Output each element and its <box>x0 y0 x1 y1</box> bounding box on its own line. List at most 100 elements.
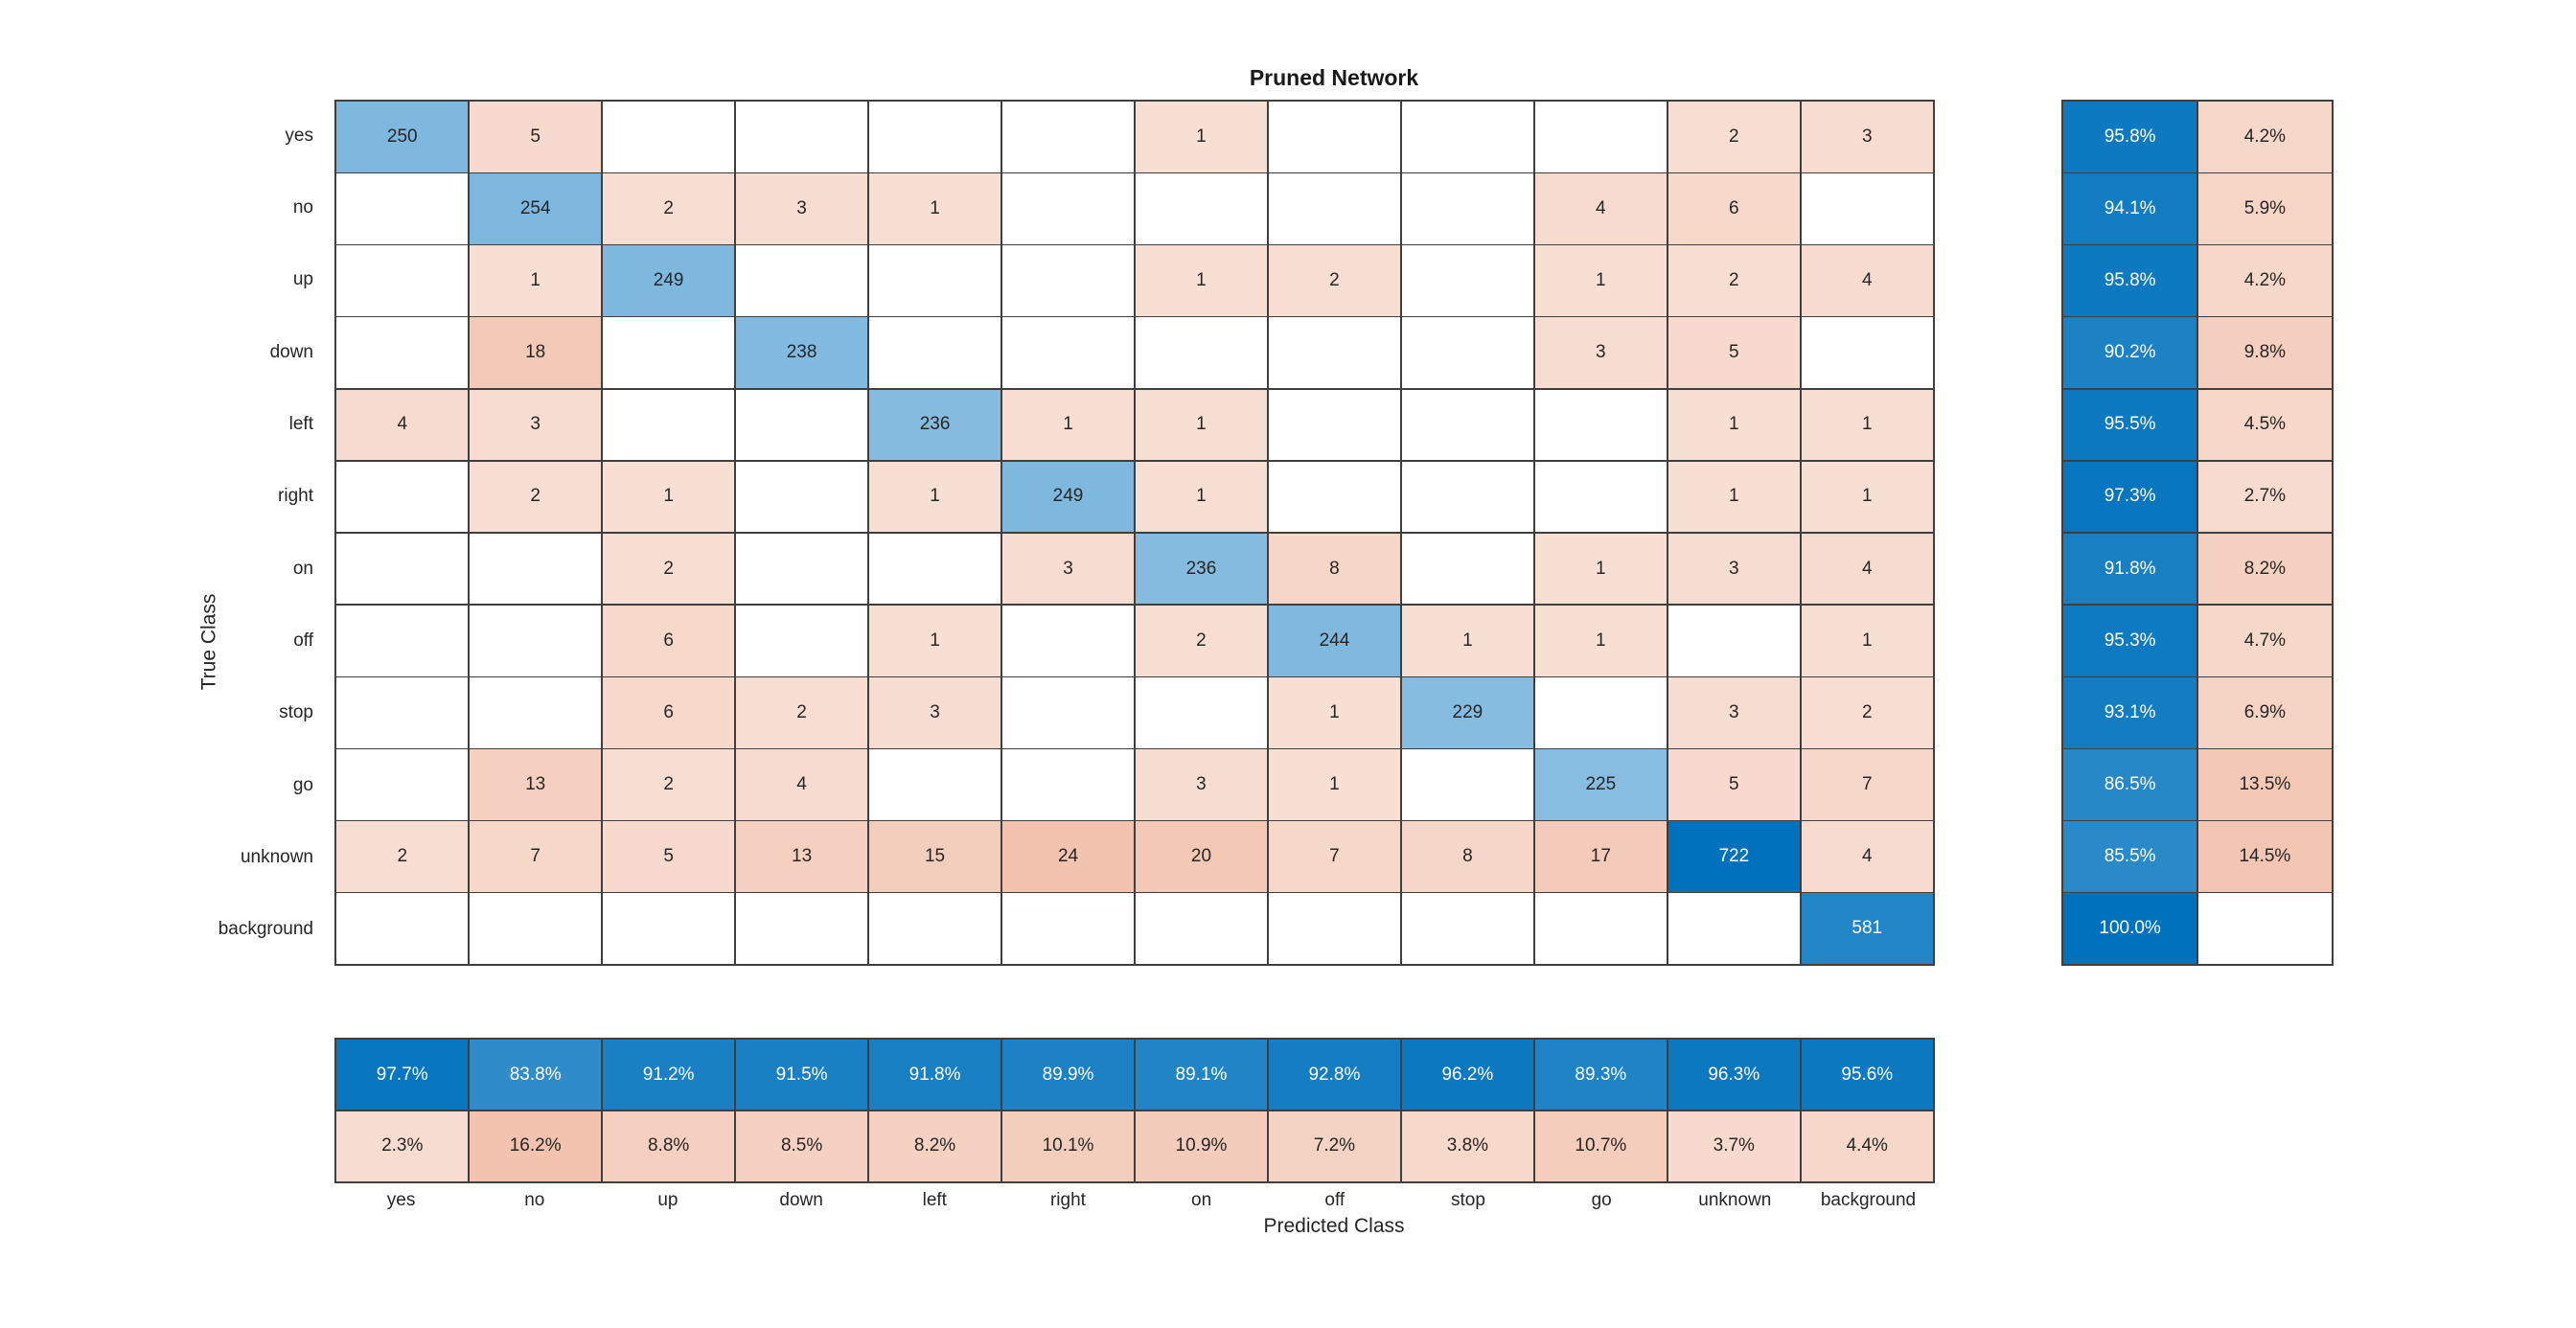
matrix-cell: 20 <box>1135 821 1268 892</box>
matrix-cell: 1 <box>1534 605 1668 676</box>
col-summary-correct-cell: 83.8% <box>469 1040 602 1110</box>
matrix-cell <box>735 389 868 461</box>
matrix-cell: 7 <box>1268 821 1401 892</box>
row-summary-incorrect-cell: 4.7% <box>2197 605 2332 676</box>
matrix-cell <box>469 533 602 605</box>
matrix-cell <box>1001 245 1135 316</box>
matrix-cell: 3 <box>1001 533 1135 605</box>
matrix-cell: 1 <box>1534 533 1668 605</box>
row-summary-correct-cell: 100.0% <box>2063 893 2197 964</box>
y-tick-label: no <box>292 196 313 218</box>
row-summary-correct-cell: 93.1% <box>2063 677 2197 748</box>
matrix-cell: 1 <box>1801 389 1933 461</box>
matrix-cell <box>868 533 1001 605</box>
matrix-cell <box>1534 102 1668 172</box>
matrix-cell <box>735 102 868 172</box>
matrix-cell <box>602 389 735 461</box>
col-summary-correct-cell: 97.7% <box>336 1040 469 1110</box>
matrix-cell <box>1401 245 1534 316</box>
matrix-cell <box>735 461 868 533</box>
matrix-cell: 1 <box>1801 461 1933 533</box>
matrix-cell <box>336 893 469 964</box>
y-tick-label: yes <box>285 125 313 146</box>
matrix-cell <box>1001 317 1135 388</box>
col-summary-incorrect-cell: 10.1% <box>1001 1110 1135 1181</box>
matrix-cell: 3 <box>1534 317 1668 388</box>
matrix-cell: 254 <box>469 173 602 244</box>
matrix-cell: 5 <box>602 821 735 892</box>
col-summary-incorrect-cell: 8.2% <box>868 1110 1001 1181</box>
matrix-cell <box>1401 461 1534 533</box>
matrix-cell <box>1268 461 1401 533</box>
col-summary-incorrect-cell: 3.8% <box>1401 1110 1534 1181</box>
matrix-cell <box>602 317 735 388</box>
matrix-cell: 1 <box>1268 677 1401 748</box>
row-summary-correct-cell: 85.5% <box>2063 821 2197 892</box>
x-tick-label: no <box>524 1190 545 1210</box>
matrix-cell <box>1001 102 1135 172</box>
x-tick-labels: yes no up down left right on off stop go unknown ba… <box>334 1190 1935 1215</box>
col-summary-correct-cell: 89.3% <box>1534 1040 1668 1110</box>
matrix-cell: 1 <box>868 173 1001 244</box>
matrix-cell: 2 <box>1668 245 1801 316</box>
matrix-cell: 1 <box>469 245 602 316</box>
matrix-cell: 238 <box>735 317 868 388</box>
matrix-cell <box>1268 389 1401 461</box>
x-tick-label: stop <box>1451 1190 1485 1210</box>
row-summary-incorrect-cell: 4.5% <box>2197 389 2332 461</box>
matrix-cell: 6 <box>1668 173 1801 244</box>
matrix-cell <box>1268 102 1401 172</box>
matrix-cell: 2 <box>469 461 602 533</box>
matrix-cell: 2 <box>1801 677 1933 748</box>
row-summary-incorrect-cell: 14.5% <box>2197 821 2332 892</box>
y-tick-label: on <box>292 558 313 579</box>
matrix-cell: 13 <box>469 749 602 820</box>
matrix-cell <box>735 605 868 676</box>
matrix-cell <box>336 749 469 820</box>
row-summary-incorrect-cell: 4.2% <box>2197 102 2332 172</box>
matrix-cell <box>336 173 469 244</box>
matrix-cell: 1 <box>868 605 1001 676</box>
matrix-cell: 8 <box>1268 533 1401 605</box>
matrix-cell: 1 <box>868 461 1001 533</box>
col-summary-incorrect-cell: 7.2% <box>1268 1110 1401 1181</box>
col-summary-correct-cell: 95.6% <box>1801 1040 1933 1110</box>
row-summary-incorrect-cell: 4.2% <box>2197 245 2332 316</box>
matrix-cell <box>1534 389 1668 461</box>
matrix-cell: 225 <box>1534 749 1668 820</box>
matrix-cell <box>1268 893 1401 964</box>
row-summary-incorrect-cell: 9.8% <box>2197 317 2332 388</box>
x-tick-label: background <box>1820 1190 1917 1210</box>
x-tick-label: on <box>1191 1190 1212 1210</box>
matrix-cell <box>1268 173 1401 244</box>
matrix-cell: 249 <box>1001 461 1135 533</box>
row-summary-correct-cell: 95.5% <box>2063 389 2197 461</box>
col-summary-correct-cell: 91.2% <box>602 1040 735 1110</box>
matrix-cell: 3 <box>469 389 602 461</box>
matrix-cell <box>1001 677 1135 748</box>
col-summary-correct-cell: 89.9% <box>1001 1040 1135 1110</box>
col-summary-correct-cell: 91.8% <box>868 1040 1001 1110</box>
matrix-cell: 4 <box>1801 533 1933 605</box>
x-tick-label: go <box>1591 1190 1612 1210</box>
matrix-cell: 6 <box>602 605 735 676</box>
y-tick-label: right <box>278 486 313 507</box>
row-summary-correct-cell: 95.8% <box>2063 245 2197 316</box>
matrix-cell: 4 <box>1534 173 1668 244</box>
matrix-cell: 4 <box>1801 245 1933 316</box>
matrix-cell <box>1668 893 1801 964</box>
matrix-cell <box>1401 102 1534 172</box>
matrix-cell <box>868 317 1001 388</box>
matrix-cell: 3 <box>1668 533 1801 605</box>
col-summary-correct-cell: 92.8% <box>1268 1040 1401 1110</box>
matrix-cell: 1 <box>1135 389 1268 461</box>
matrix-cell <box>602 893 735 964</box>
col-summary-incorrect-cell: 8.8% <box>602 1110 735 1181</box>
y-tick-label: up <box>292 269 313 290</box>
row-summary-incorrect-cell <box>2197 893 2332 964</box>
matrix-cell <box>868 245 1001 316</box>
matrix-cell <box>336 317 469 388</box>
row-summary-incorrect-cell: 2.7% <box>2197 461 2332 533</box>
col-summary-incorrect-cell: 3.7% <box>1668 1110 1801 1181</box>
matrix-cell: 17 <box>1534 821 1668 892</box>
